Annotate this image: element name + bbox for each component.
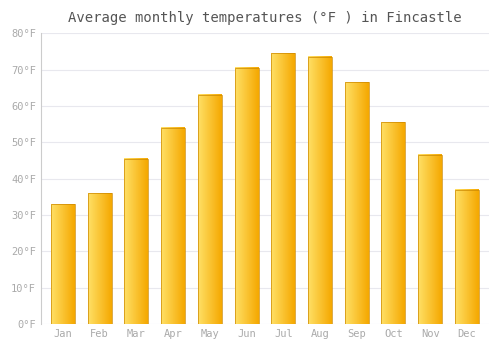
Bar (455, 190, 479, 324)
Title: Average monthly temperatures (°F ) in Fincastle: Average monthly temperatures (°F ) in Fi… (68, 11, 462, 25)
Bar (161, 128, 185, 324)
Bar (345, 82, 368, 324)
Bar (272, 53, 295, 324)
Bar (382, 122, 406, 324)
Bar (308, 57, 332, 324)
Bar (88, 193, 112, 324)
Bar (124, 159, 148, 324)
Bar (234, 68, 258, 324)
Bar (418, 155, 442, 324)
Bar (198, 95, 222, 324)
Bar (51, 204, 75, 324)
